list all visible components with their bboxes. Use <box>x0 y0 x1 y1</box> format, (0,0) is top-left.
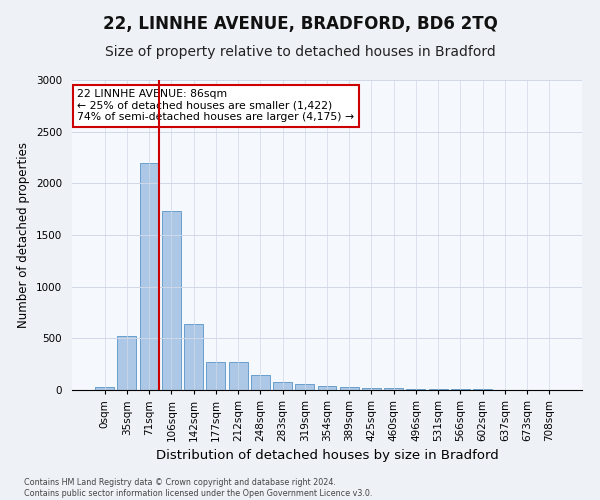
Y-axis label: Number of detached properties: Number of detached properties <box>17 142 31 328</box>
Bar <box>317 386 337 390</box>
Bar <box>384 388 403 390</box>
Bar <box>273 382 292 390</box>
Bar <box>184 324 203 390</box>
Bar <box>406 389 425 390</box>
Bar <box>206 362 225 390</box>
Bar <box>362 388 381 390</box>
Bar <box>140 163 158 390</box>
Bar <box>429 389 448 390</box>
Bar <box>162 211 181 390</box>
Bar <box>229 362 248 390</box>
Bar <box>295 384 314 390</box>
Text: 22 LINNHE AVENUE: 86sqm
← 25% of detached houses are smaller (1,422)
74% of semi: 22 LINNHE AVENUE: 86sqm ← 25% of detache… <box>77 90 354 122</box>
Bar <box>251 375 270 390</box>
Text: Contains HM Land Registry data © Crown copyright and database right 2024.
Contai: Contains HM Land Registry data © Crown c… <box>24 478 373 498</box>
X-axis label: Distribution of detached houses by size in Bradford: Distribution of detached houses by size … <box>155 450 499 462</box>
Bar <box>95 388 114 390</box>
Text: 22, LINNHE AVENUE, BRADFORD, BD6 2TQ: 22, LINNHE AVENUE, BRADFORD, BD6 2TQ <box>103 15 497 33</box>
Bar <box>340 388 359 390</box>
Text: Size of property relative to detached houses in Bradford: Size of property relative to detached ho… <box>104 45 496 59</box>
Bar <box>118 336 136 390</box>
